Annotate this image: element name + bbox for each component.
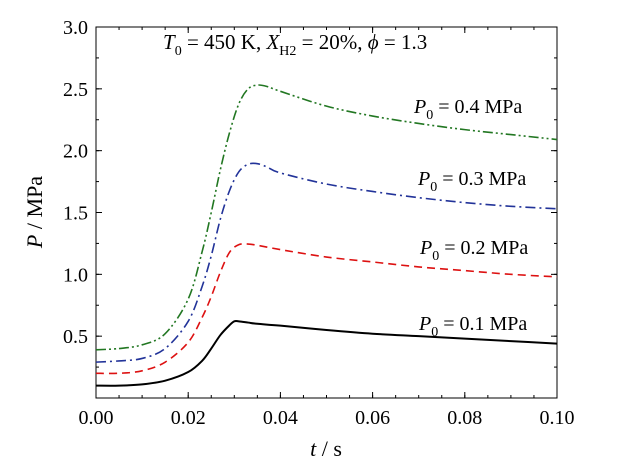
x-tick-label: 0.10 [540,407,575,429]
x-tick-label: 0.04 [263,407,298,429]
y-tick-label: 1.0 [63,264,88,286]
x-tick-label: 0.00 [79,407,114,429]
x-tick-label: 0.08 [447,407,482,429]
series-line-1 [95,243,558,375]
x-tick-label: 0.02 [171,407,206,429]
series-label-0.1: P0 = 0.1 MPa [418,313,527,340]
y-tick-label: 0.5 [63,326,88,348]
plot-frame [95,26,558,399]
y-axis-title: P / MPa [22,176,47,249]
y-tick-label: 1.5 [63,203,88,225]
series-line-2 [95,162,558,363]
y-tick-label: 3.0 [63,17,88,39]
x-tick-label: 0.06 [355,407,390,429]
series-line-3 [95,84,558,351]
y-tick-label: 2.0 [63,141,88,163]
series-label-0.2: P0 = 0.2 MPa [419,237,528,264]
series-layer [95,84,558,387]
x-axis-title: t / s [310,436,342,461]
series-label-0.4: P0 = 0.4 MPa [413,96,522,123]
series-label-0.3: P0 = 0.3 MPa [417,168,526,195]
conditions-annotation: T0 = 450 K, XH2 = 20%, ϕ = 1.3 [163,30,427,59]
series-line-0 [95,320,558,387]
axis-ticks: 0.00 0.02 0.04 0.06 0.08 0.10 0.5 1.0 1.5 2.0 2.5 3… [63,17,575,429]
y-tick-label: 2.5 [63,79,88,101]
